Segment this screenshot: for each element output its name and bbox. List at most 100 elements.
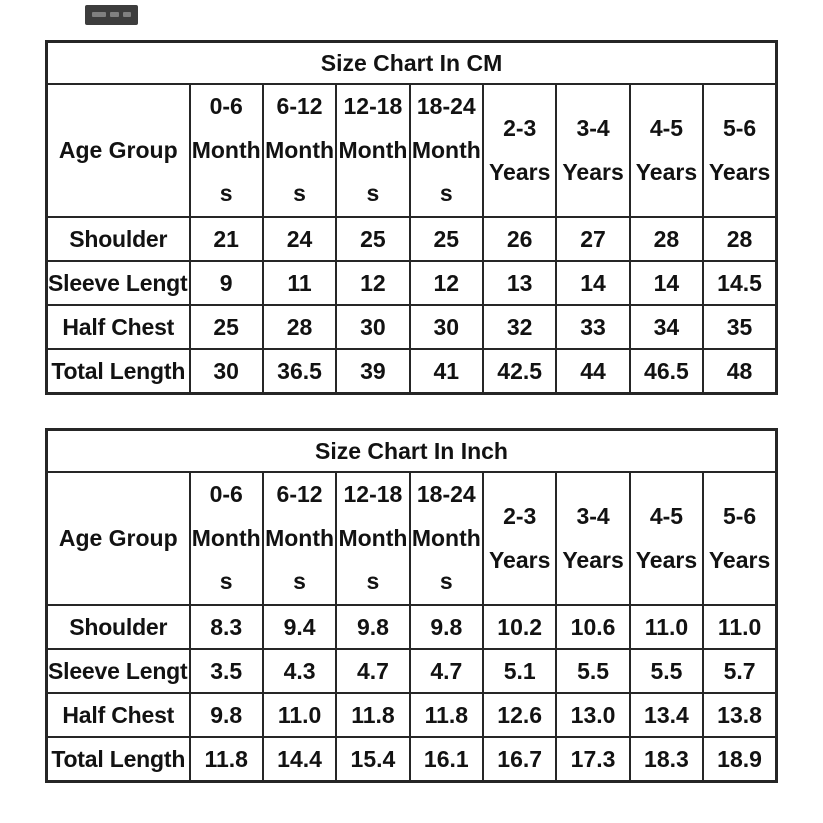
row-label: Total Length (45, 348, 191, 395)
column-header-age-group: Age Group (45, 82, 191, 219)
cell-value: 14 (628, 260, 705, 307)
cell-value: 30 (335, 304, 411, 351)
cell-value: 48 (702, 348, 778, 395)
table-row-sleeve-length: Sleeve Length 3.5 4.3 4.7 4.7 5.1 5.5 5.… (45, 648, 778, 695)
row-label: Sleeve Length (45, 648, 191, 695)
cell-value: 14.4 (261, 736, 338, 783)
cell-value: 17.3 (555, 736, 631, 783)
cell-value: 12.6 (481, 692, 558, 739)
cell-value: 5.5 (555, 648, 631, 695)
row-label: Total Length (45, 736, 191, 783)
column-header-2-3-years: 2-3 Years (481, 82, 558, 219)
table-row: Size Chart In Inch (45, 428, 778, 473)
cell-value: 16.7 (481, 736, 558, 783)
cell-value: 30 (408, 304, 485, 351)
cell-value: 5.1 (481, 648, 558, 695)
cell-value: 32 (481, 304, 558, 351)
cell-value: 15.4 (335, 736, 411, 783)
cell-value: 14 (555, 260, 631, 307)
cell-value: 8.3 (188, 604, 264, 651)
cell-value: 9.8 (188, 692, 264, 739)
cell-value: 5.7 (702, 648, 778, 695)
cell-value: 13.0 (555, 692, 631, 739)
cell-value: 13.8 (702, 692, 778, 739)
watermark-mark (123, 12, 131, 17)
column-header-18-24-months: 18-24 Month s (408, 470, 485, 607)
cell-value: 44 (555, 348, 631, 395)
cell-value: 11.0 (702, 604, 778, 651)
cell-value: 12 (335, 260, 411, 307)
cell-value: 35 (702, 304, 778, 351)
row-label: Half Chest (45, 304, 191, 351)
column-header-4-5-years: 4-5 Years (628, 470, 705, 607)
cell-value: 11.8 (408, 692, 485, 739)
cell-value: 18.3 (628, 736, 705, 783)
cell-value: 4.7 (335, 648, 411, 695)
cell-value: 13 (481, 260, 558, 307)
table-title-inch: Size Chart In Inch (45, 428, 778, 473)
column-header-12-18-months: 12-18 Month s (335, 82, 411, 219)
cell-value: 9 (188, 260, 264, 307)
column-header-5-6-years: 5-6 Years (702, 82, 778, 219)
table-row: Age Group 0-6 Month s 6-12 Month s 12-18… (45, 82, 778, 219)
cell-value: 10.6 (555, 604, 631, 651)
cell-value: 12 (408, 260, 485, 307)
row-label: Half Chest (45, 692, 191, 739)
cell-value: 28 (261, 304, 338, 351)
cell-value: 9.8 (408, 604, 485, 651)
cell-value: 10.2 (481, 604, 558, 651)
table-row-half-chest: Half Chest 9.8 11.0 11.8 11.8 12.6 13.0 … (45, 692, 778, 739)
column-header-4-5-years: 4-5 Years (628, 82, 705, 219)
cell-value: 24 (261, 216, 338, 263)
cell-value: 46.5 (628, 348, 705, 395)
cell-value: 41 (408, 348, 485, 395)
watermark-badge (85, 5, 138, 25)
row-label: Sleeve Length (45, 260, 191, 307)
column-header-6-12-months: 6-12 Month s (261, 470, 338, 607)
cell-value: 9.4 (261, 604, 338, 651)
column-header-3-4-years: 3-4 Years (555, 82, 631, 219)
cell-value: 27 (555, 216, 631, 263)
cell-value: 42.5 (481, 348, 558, 395)
column-header-0-6-months: 0-6 Month s (188, 470, 264, 607)
cell-value: 16.1 (408, 736, 485, 783)
cell-value: 28 (628, 216, 705, 263)
column-header-3-4-years: 3-4 Years (555, 470, 631, 607)
table-row-shoulder: Shoulder 21 24 25 25 26 27 28 28 (45, 216, 778, 263)
cell-value: 11 (261, 260, 338, 307)
table-row: Age Group 0-6 Month s 6-12 Month s 12-18… (45, 470, 778, 607)
column-header-12-18-months: 12-18 Month s (335, 470, 411, 607)
cell-value: 33 (555, 304, 631, 351)
column-header-2-3-years: 2-3 Years (481, 470, 558, 607)
cell-value: 25 (335, 216, 411, 263)
cell-value: 14.5 (702, 260, 778, 307)
cell-value: 9.8 (335, 604, 411, 651)
cell-value: 30 (188, 348, 264, 395)
column-header-0-6-months: 0-6 Month s (188, 82, 264, 219)
table-title-cm: Size Chart In CM (45, 40, 778, 85)
table-row-sleeve-length: Sleeve Length 9 11 12 12 13 14 14 14.5 (45, 260, 778, 307)
table-row-total-length: Total Length 11.8 14.4 15.4 16.1 16.7 17… (45, 736, 778, 783)
cell-value: 28 (702, 216, 778, 263)
cell-value: 26 (481, 216, 558, 263)
cell-value: 3.5 (188, 648, 264, 695)
size-chart-inch-table: Size Chart In Inch Age Group 0-6 Month s… (45, 428, 778, 784)
table-row-shoulder: Shoulder 8.3 9.4 9.8 9.8 10.2 10.6 11.0 … (45, 604, 778, 651)
watermark-mark (110, 12, 119, 17)
cell-value: 25 (188, 304, 264, 351)
column-header-age-group: Age Group (45, 470, 191, 607)
column-header-18-24-months: 18-24 Month s (408, 82, 485, 219)
table-row: Size Chart In CM (45, 40, 778, 85)
column-header-6-12-months: 6-12 Month s (261, 82, 338, 219)
cell-value: 25 (408, 216, 485, 263)
cell-value: 11.8 (335, 692, 411, 739)
cell-value: 21 (188, 216, 264, 263)
cell-value: 13.4 (628, 692, 705, 739)
column-header-5-6-years: 5-6 Years (702, 470, 778, 607)
cell-value: 18.9 (702, 736, 778, 783)
cell-value: 5.5 (628, 648, 705, 695)
cell-value: 39 (335, 348, 411, 395)
cell-value: 34 (628, 304, 705, 351)
size-chart-cm-table: Size Chart In CM Age Group 0-6 Month s 6… (45, 40, 778, 396)
